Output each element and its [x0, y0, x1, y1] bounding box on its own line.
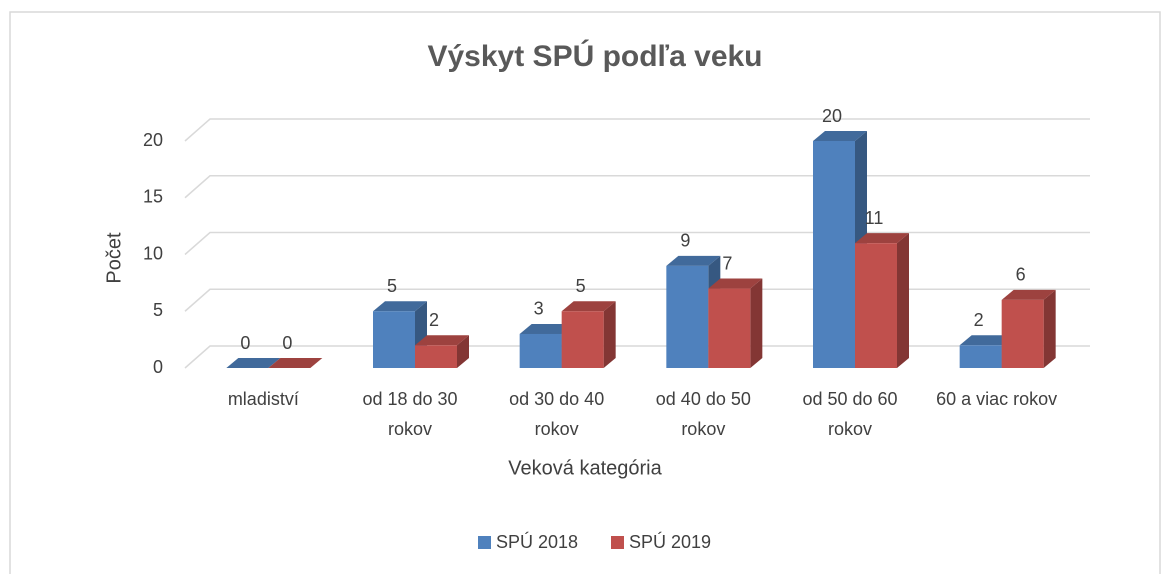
bar-top [561, 301, 616, 312]
bar-front [561, 311, 604, 368]
bar-top [666, 255, 721, 266]
bar-top [959, 335, 1014, 346]
grid-line [184, 345, 1090, 369]
bar-top [1001, 289, 1056, 300]
y-tick-label: 5 [153, 300, 163, 320]
data-label: 2 [429, 310, 439, 330]
bar-side [457, 335, 469, 368]
bar-front [813, 141, 855, 368]
legend-swatch [478, 536, 491, 549]
y-tick-label: 15 [143, 187, 163, 207]
bar [855, 233, 909, 368]
bar-front [666, 265, 709, 368]
data-label: 9 [680, 231, 690, 251]
bar-top [226, 358, 281, 368]
bar [708, 278, 763, 368]
bar-top [373, 301, 427, 312]
bar-front [959, 345, 1002, 368]
x-tick-label: od 30 do 40 rokov [509, 389, 605, 439]
bar-top [813, 131, 867, 141]
bar-front [855, 243, 897, 368]
bar-front [519, 333, 562, 368]
data-label: 3 [534, 299, 544, 319]
data-label: 11 [865, 208, 884, 228]
bar-top [519, 323, 574, 334]
bar-top [268, 358, 323, 368]
bar-front [708, 288, 751, 368]
data-label: 0 [282, 333, 292, 353]
bar [1001, 289, 1056, 368]
bar [561, 301, 616, 368]
bar-front [373, 311, 415, 368]
bar-top [415, 335, 469, 346]
data-label: 7 [722, 253, 732, 273]
data-label: 20 [822, 106, 842, 126]
y-tick-label: 0 [153, 357, 163, 377]
bar-side [750, 278, 763, 368]
bar [226, 358, 281, 368]
y-tick-label: 10 [143, 243, 163, 263]
bar [415, 335, 469, 368]
y-tick-label: 20 [143, 130, 163, 150]
x-axis-title: Veková kategória [508, 457, 662, 479]
grid-line [184, 118, 1090, 142]
chart-title: Výskyt SPÚ podľa veku [427, 39, 762, 73]
grid-line [184, 175, 1090, 199]
legend-label: SPÚ 2019 [629, 531, 711, 552]
bar-front [415, 345, 457, 368]
x-tick-label: od 18 do 30 rokov [362, 389, 458, 439]
legend-swatch [611, 536, 624, 549]
y-axis-title: Počet [103, 232, 125, 284]
data-label: 5 [576, 276, 586, 296]
data-label: 0 [240, 333, 250, 353]
data-label: 5 [387, 276, 397, 296]
bar [268, 358, 323, 368]
x-tick-label: od 50 do 60 rokov [802, 389, 898, 439]
x-tick-label: od 40 do 50 rokov [655, 389, 751, 439]
legend-label: SPÚ 2018 [496, 531, 578, 552]
grid-line [184, 288, 1090, 312]
bar-side [1043, 289, 1056, 368]
bar-side [603, 301, 616, 368]
bar-top [708, 278, 763, 289]
x-tick-label: 60 a viac rokov [936, 389, 1058, 409]
chart-border [9, 11, 1161, 574]
data-label: 6 [1016, 265, 1026, 285]
grid-line [184, 231, 1090, 256]
data-label: 2 [974, 310, 984, 330]
bar-front [1001, 299, 1044, 368]
bar-top [855, 233, 909, 244]
x-tick-label: mladiství [227, 389, 299, 409]
bar-side [897, 233, 909, 368]
